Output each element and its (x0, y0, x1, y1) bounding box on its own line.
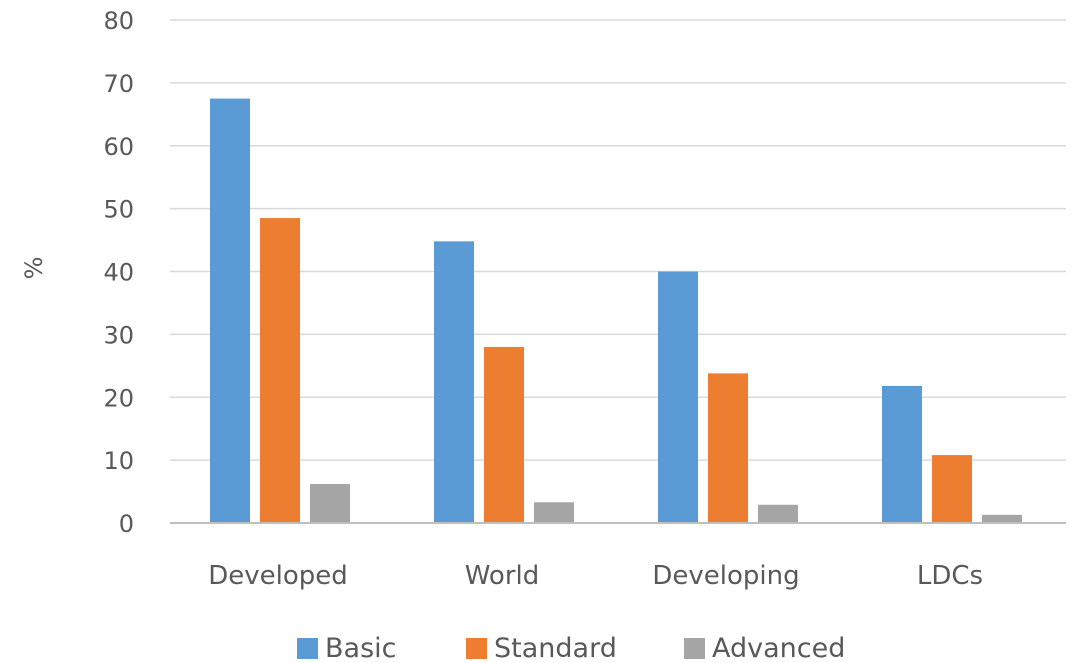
y-tick-label: 60 (103, 133, 134, 161)
bar-basic-ldcs (882, 385, 922, 523)
y-tick-label: 70 (103, 70, 134, 98)
bar-advanced-world (534, 502, 574, 523)
y-tick-label: 0 (119, 510, 134, 538)
bar-advanced-developing (758, 504, 798, 523)
y-axis-tick-labels: 0 10 20 30 40 50 60 70 80 (103, 7, 134, 538)
y-tick-label: 10 (103, 447, 134, 475)
legend-swatch (297, 638, 318, 659)
y-axis-title: % (20, 257, 48, 280)
legend-label: Basic (325, 633, 396, 663)
legend-label: Standard (494, 633, 617, 663)
bar-basic-developed (210, 98, 250, 523)
legend-item-advanced: Advanced (684, 633, 845, 663)
bar-basic-world (434, 241, 474, 523)
bar-standard-world (484, 346, 524, 523)
legend-item-basic: Basic (297, 633, 396, 663)
y-tick-label: 50 (103, 196, 134, 224)
legend-item-standard: Standard (466, 633, 617, 663)
bar-standard-ldcs (932, 455, 972, 523)
bar-advanced-ldcs (982, 514, 1022, 523)
bars (210, 98, 1022, 523)
y-tick-label: 40 (103, 259, 134, 287)
x-category-label: Developed (208, 561, 348, 591)
y-tick-label: 80 (103, 7, 134, 35)
x-category-label: Developing (652, 561, 799, 591)
gridlines (170, 19, 1066, 461)
legend-label: Advanced (712, 633, 845, 663)
bar-standard-developed (260, 218, 300, 523)
y-tick-label: 20 (103, 384, 134, 412)
bar-basic-developing (658, 271, 698, 523)
x-category-label: World (465, 561, 540, 591)
bar-advanced-developed (310, 484, 350, 523)
legend: Basic Standard Advanced (297, 633, 845, 663)
legend-swatch (466, 638, 487, 659)
bar-standard-developing (708, 373, 748, 523)
y-tick-label: 30 (103, 321, 134, 349)
legend-swatch (684, 638, 705, 659)
x-category-label: LDCs (917, 561, 983, 591)
x-axis-category-labels: Developed World Developing LDCs (208, 561, 983, 591)
